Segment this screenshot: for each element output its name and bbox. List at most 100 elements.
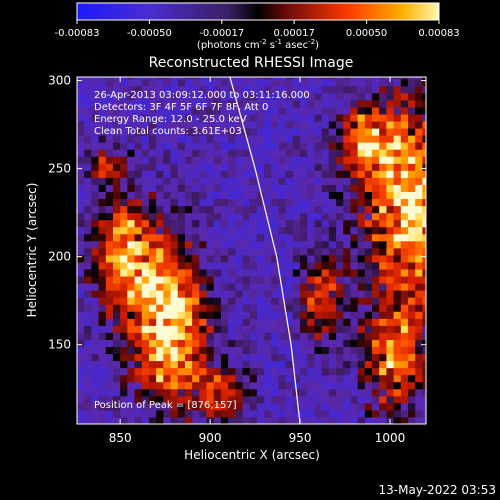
heatmap-cell <box>192 416 200 424</box>
heatmap-cell <box>415 198 423 207</box>
heatmap-cell <box>141 247 150 256</box>
heatmap-cell <box>364 85 373 94</box>
heatmap-cell <box>379 332 387 340</box>
heatmap-cell <box>422 311 426 319</box>
heatmap-cell <box>148 254 157 263</box>
heatmap-cell <box>422 268 426 277</box>
heatmap-cell <box>372 381 380 390</box>
heatmap-cell <box>307 99 315 108</box>
heatmap-cell <box>278 191 287 200</box>
heatmap-cell <box>77 106 85 115</box>
heatmap-cell <box>328 268 337 277</box>
heatmap-cell <box>148 226 157 235</box>
heatmap-cell <box>91 304 100 312</box>
heatmap-cell <box>393 142 402 150</box>
heatmap-cell <box>321 99 330 108</box>
heatmap-cell <box>343 191 351 200</box>
heatmap-cell <box>77 99 85 108</box>
heatmap-cell <box>364 402 373 411</box>
heatmap-cell <box>386 113 395 122</box>
heatmap-cell <box>350 121 359 129</box>
heatmap-cell <box>336 332 344 340</box>
heatmap-cell <box>170 205 179 214</box>
heatmap-cell <box>300 416 308 424</box>
heatmap-cell <box>271 360 279 369</box>
heatmap-cell <box>350 283 359 291</box>
heatmap-cell <box>256 311 265 319</box>
heatmap-cell <box>84 128 92 136</box>
heatmap-cell <box>242 205 251 214</box>
heatmap-cell <box>177 290 186 298</box>
heatmap-cell <box>364 254 373 263</box>
heatmap-cell <box>112 367 121 376</box>
heatmap-cell <box>235 318 244 326</box>
heatmap-cell <box>170 409 179 418</box>
heatmap-cell <box>127 395 136 404</box>
heatmap-cell <box>134 233 143 242</box>
heatmap-cell <box>148 205 157 214</box>
heatmap-cell <box>192 212 200 221</box>
heatmap-cell <box>307 135 315 143</box>
heatmap-cell <box>278 233 287 242</box>
heatmap-cell <box>206 402 215 411</box>
heatmap-cell <box>321 304 330 312</box>
heatmap-cell <box>141 254 150 263</box>
heatmap-cell <box>213 226 222 235</box>
heatmap-cell <box>77 268 85 277</box>
heatmap-cell <box>127 346 136 355</box>
heatmap-cell <box>256 99 265 108</box>
heatmap-cell <box>364 367 373 376</box>
heatmap-cell <box>177 85 186 94</box>
heatmap-cell <box>321 184 330 192</box>
heatmap-cell <box>134 92 143 101</box>
heatmap-cell <box>77 233 85 242</box>
heatmap-cell <box>415 77 423 80</box>
heatmap-cell <box>120 416 128 424</box>
heatmap-cell <box>264 198 272 207</box>
heatmap-cell <box>220 99 229 108</box>
heatmap-cell <box>242 163 251 171</box>
heatmap-cell <box>148 304 157 312</box>
heatmap-cell <box>98 254 107 263</box>
heatmap-cell <box>249 360 258 369</box>
heatmap-cell <box>235 77 244 80</box>
heatmap-cell <box>321 191 330 200</box>
heatmap-cell <box>307 85 315 94</box>
heatmap-cell <box>336 92 344 101</box>
x-tick-label: 950 <box>289 431 312 445</box>
heatmap-cell <box>192 219 200 228</box>
heatmap-cell <box>163 85 172 94</box>
heatmap-cell <box>328 346 337 355</box>
heatmap-cell <box>249 184 258 192</box>
heatmap-cell <box>213 367 222 376</box>
heatmap-cell <box>400 381 409 390</box>
heatmap-cell <box>206 149 215 157</box>
heatmap-cell <box>422 254 426 263</box>
heatmap-cell <box>220 318 229 326</box>
heatmap-cell <box>213 77 222 80</box>
heatmap-cell <box>206 106 215 115</box>
heatmap-cell <box>170 353 179 362</box>
heatmap-cell <box>242 311 251 319</box>
heatmap-cell <box>228 163 236 171</box>
heatmap-cell <box>134 198 143 207</box>
heatmap-cell <box>77 78 85 87</box>
heatmap-cell <box>242 261 251 270</box>
heatmap-cell <box>415 283 423 291</box>
heatmap-cell <box>372 409 380 418</box>
heatmap-cell <box>148 135 157 143</box>
heatmap-cell <box>184 332 193 340</box>
heatmap-cell <box>220 297 229 305</box>
heatmap-cell <box>91 395 100 404</box>
heatmap-cell <box>192 395 200 404</box>
heatmap-cell <box>328 113 337 122</box>
heatmap-cell <box>141 409 150 418</box>
heatmap-cell <box>91 254 100 263</box>
heatmap-cell <box>184 290 193 298</box>
heatmap-cell <box>292 381 301 390</box>
heatmap-cell <box>156 268 164 277</box>
heatmap-cell <box>314 360 323 369</box>
heatmap-cell <box>170 268 179 277</box>
heatmap-cell <box>393 184 402 192</box>
heatmap-cell <box>285 304 294 312</box>
